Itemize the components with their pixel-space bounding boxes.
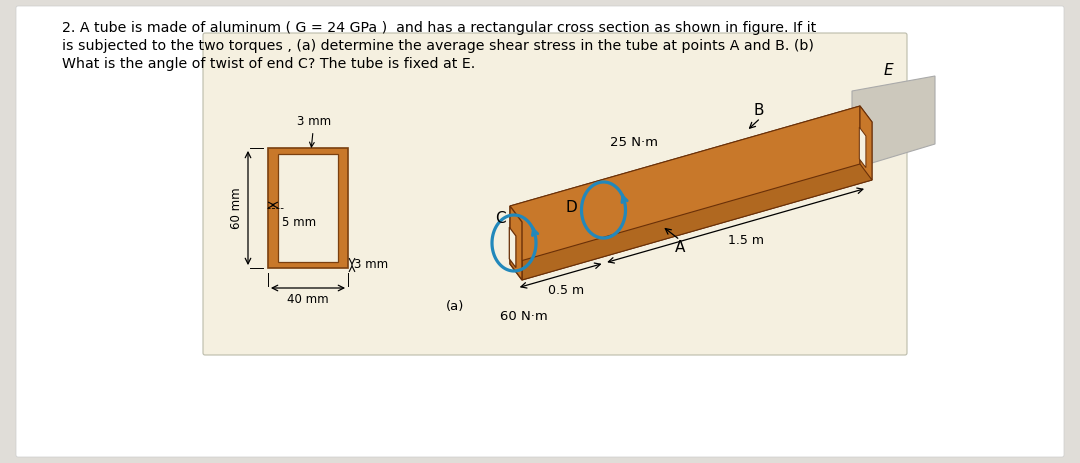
Polygon shape [522, 122, 872, 280]
Text: is subjected to the two torques , (a) determine the average shear stress in the : is subjected to the two torques , (a) de… [62, 39, 814, 53]
Bar [278, 154, 338, 262]
Polygon shape [510, 227, 516, 268]
Text: 60 mm: 60 mm [230, 187, 243, 229]
Text: E: E [883, 63, 893, 78]
Polygon shape [860, 127, 866, 168]
Text: 5 mm: 5 mm [282, 216, 316, 229]
Text: 25 N·m: 25 N·m [609, 136, 658, 149]
Text: B: B [753, 103, 764, 118]
FancyBboxPatch shape [203, 33, 907, 355]
Text: What is the angle of twist of end C? The tube is fixed at E.: What is the angle of twist of end C? The… [62, 57, 475, 71]
Polygon shape [852, 76, 935, 169]
FancyBboxPatch shape [16, 6, 1064, 457]
Text: 3 mm: 3 mm [297, 115, 332, 147]
Polygon shape [510, 106, 860, 264]
Text: 60 N·m: 60 N·m [500, 310, 548, 323]
Text: 0.5 m: 0.5 m [548, 283, 583, 296]
Polygon shape [510, 206, 522, 280]
Text: A: A [675, 240, 685, 255]
Text: 3 mm: 3 mm [354, 258, 388, 271]
Text: 2. A tube is made of aluminum ( G = 24 GPa )  and has a rectangular cross sectio: 2. A tube is made of aluminum ( G = 24 G… [62, 21, 816, 35]
Text: C: C [495, 211, 505, 226]
Text: 40 mm: 40 mm [287, 293, 328, 306]
Text: 1.5 m: 1.5 m [728, 233, 764, 246]
Bar [268, 148, 348, 268]
Polygon shape [510, 164, 872, 280]
Polygon shape [860, 106, 872, 180]
Text: D: D [566, 200, 578, 215]
Polygon shape [510, 106, 872, 222]
Text: (a): (a) [446, 300, 464, 313]
